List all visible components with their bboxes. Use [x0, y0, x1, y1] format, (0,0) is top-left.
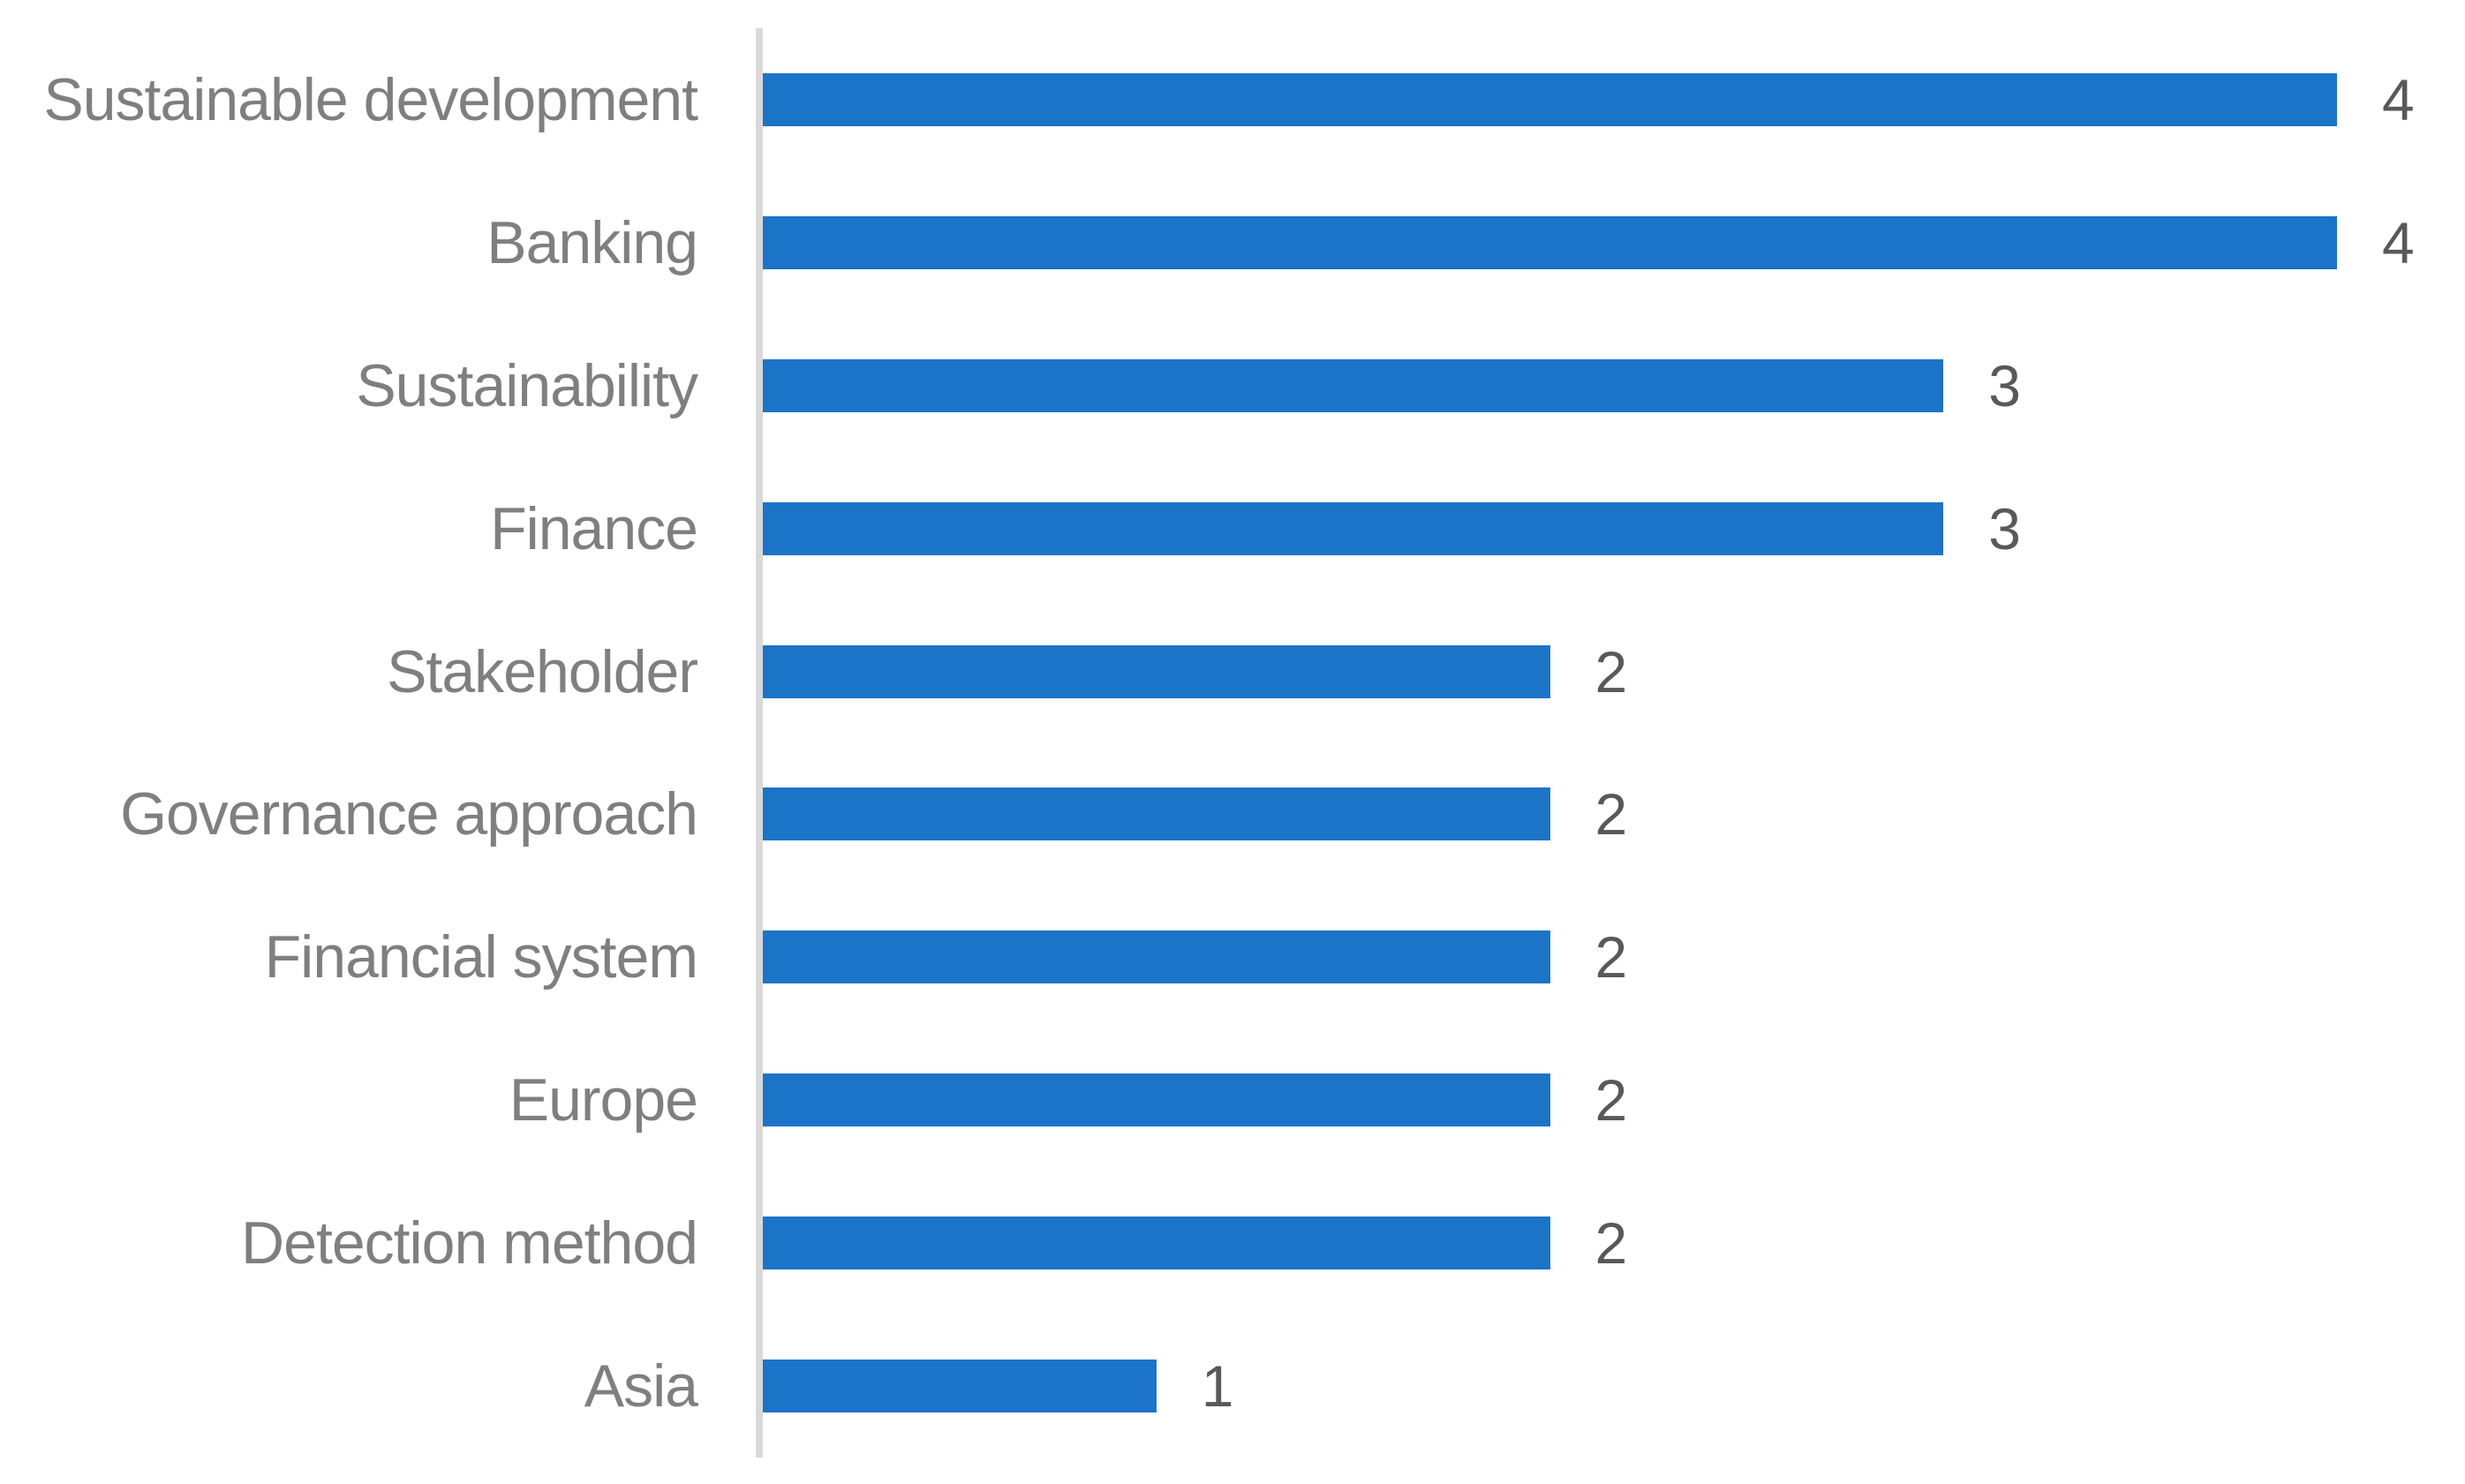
chart-row: Sustainable development 4 [0, 28, 2465, 171]
value-label: 2 [1594, 638, 1628, 704]
bar-cell: 1 [763, 1315, 2465, 1458]
bar-cell: 3 [763, 457, 2465, 600]
category-label: Europe [509, 1066, 698, 1134]
chart-row: Detection method 2 [0, 1171, 2465, 1315]
chart-row: Sustainability 3 [0, 314, 2465, 457]
chart-rows: Sustainable development 4 Banking 4 Sust… [0, 28, 2465, 1458]
chart-row: Europe 2 [0, 1028, 2465, 1171]
bar-cell: 2 [763, 600, 2465, 743]
value-label: 2 [1594, 1210, 1628, 1277]
value-label: 1 [1201, 1353, 1234, 1420]
value-label: 4 [2382, 66, 2415, 132]
value-label: 2 [1594, 924, 1628, 991]
bar [763, 72, 2337, 126]
category-label: Detection method [241, 1209, 698, 1277]
bar [763, 358, 1944, 412]
bar [763, 215, 2337, 269]
category-label: Stakeholder [387, 637, 698, 705]
chart-row: Finance 3 [0, 457, 2465, 600]
bar [763, 1217, 1550, 1270]
value-label: 3 [1988, 495, 2021, 561]
y-axis-line [756, 28, 763, 1458]
category-label: Sustainability [356, 351, 698, 419]
chart-row: Governance approach 2 [0, 743, 2465, 886]
bar-cell: 2 [763, 885, 2465, 1028]
value-label: 3 [1988, 352, 2021, 418]
bar [763, 787, 1550, 841]
bar [763, 1073, 1550, 1127]
chart-row: Financial system 2 [0, 885, 2465, 1028]
bar [763, 1360, 1157, 1413]
value-label: 4 [2382, 209, 2415, 275]
bar-cell: 3 [763, 314, 2465, 457]
bar [763, 930, 1550, 984]
category-label: Asia [584, 1352, 698, 1420]
category-label: Governance approach [120, 780, 698, 848]
chart-row: Asia 1 [0, 1315, 2465, 1458]
chart-row: Banking 4 [0, 171, 2465, 314]
bar [763, 644, 1550, 698]
bar [763, 501, 1944, 555]
bar-cell: 4 [763, 28, 2465, 171]
category-label: Banking [486, 208, 698, 276]
value-label: 2 [1594, 1067, 1628, 1134]
bar-cell: 2 [763, 1171, 2465, 1315]
category-label: Financial system [264, 923, 698, 991]
bar-cell: 2 [763, 743, 2465, 886]
bar-cell: 2 [763, 1028, 2465, 1171]
category-label: Sustainable development [43, 65, 698, 133]
category-label: Finance [490, 494, 698, 562]
value-label: 2 [1594, 781, 1628, 847]
bar-cell: 4 [763, 171, 2465, 314]
chart-row: Stakeholder 2 [0, 600, 2465, 743]
